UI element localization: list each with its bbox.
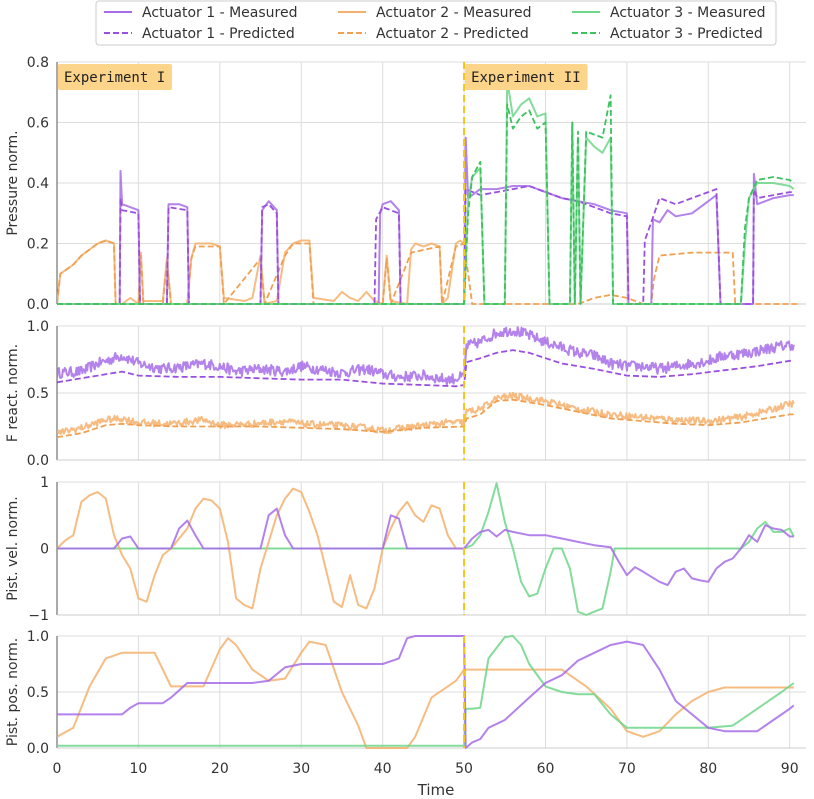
- legend-label: Actuator 3 - Measured: [610, 5, 765, 21]
- series-group: [57, 79, 798, 305]
- series-line: [57, 482, 795, 616]
- annotation-label: Experiment I: [64, 70, 165, 86]
- series-line: [57, 635, 795, 749]
- x-tick-label: 40: [374, 761, 392, 777]
- annotation-layer: Experiment I Experiment II: [58, 64, 588, 90]
- panels: 0.0 0.2 0.4 0.6 0.8 Pressure norm. 0.0 0.5 1.0 F …: [5, 55, 806, 757]
- legend: Actuator 1 - Measured Actuator 2 - Measur…: [95, 0, 777, 46]
- legend-label: Actuator 2 - Predicted: [376, 26, 529, 42]
- x-axis-label: Time: [417, 781, 455, 799]
- x-tick-label: 30: [292, 761, 310, 777]
- annotation-label: Experiment II: [471, 70, 581, 86]
- y-axis-label: Pressure norm.: [5, 130, 21, 235]
- series-line: [57, 398, 794, 439]
- y-axis-label: F react. norm.: [5, 344, 21, 442]
- series-line: [57, 136, 794, 305]
- series-line: [57, 635, 795, 747]
- legend-label: Actuator 1 - Predicted: [142, 26, 295, 42]
- panel-3: −1 0 1 Pist. vel. norm.: [5, 475, 806, 624]
- y-tick-label: 0.5: [27, 386, 49, 402]
- series-line: [57, 507, 794, 587]
- series-line: [57, 326, 795, 386]
- y-tick-label: 0.0: [27, 741, 49, 757]
- x-tick-label: 60: [537, 761, 555, 777]
- x-tick-label: 20: [211, 761, 229, 777]
- panel-1: 0.0 0.2 0.4 0.6 0.8 Pressure norm.: [5, 55, 806, 313]
- y-tick-label: 0: [40, 542, 49, 558]
- series-line: [57, 239, 465, 305]
- panel-2: 0.0 0.5 1.0 F react. norm.: [5, 319, 806, 469]
- series-line: [57, 185, 794, 305]
- y-tick-label: −1: [28, 608, 49, 624]
- legend-frame: [95, 0, 777, 46]
- legend-label: Actuator 2 - Measured: [376, 5, 531, 21]
- y-tick-label: 1.0: [27, 319, 49, 335]
- annotation-box: [465, 64, 588, 90]
- series-group: [57, 482, 795, 616]
- series-line: [57, 391, 795, 435]
- y-tick-label: 1: [40, 475, 49, 491]
- y-tick-label: 0.6: [27, 116, 49, 132]
- y-axis-label: Pist. vel. norm.: [5, 496, 21, 600]
- x-tick-label: 80: [699, 761, 717, 777]
- y-tick-label: 0.2: [27, 237, 49, 253]
- legend-label: Actuator 1 - Measured: [142, 5, 297, 21]
- y-tick-label: 0.4: [27, 176, 49, 192]
- y-tick-label: 0.8: [27, 55, 49, 71]
- series-group: [57, 635, 795, 749]
- legend-label: Actuator 3 - Predicted: [610, 26, 763, 42]
- panel-4: 0.0 0.5 1.0 Pist. pos. norm.: [5, 629, 806, 757]
- y-tick-label: 0.0: [27, 453, 49, 469]
- x-tick-label: 50: [455, 761, 473, 777]
- y-tick-label: 0.5: [27, 685, 49, 701]
- y-tick-label: 1.0: [27, 629, 49, 645]
- x-tick-label: 0: [53, 761, 62, 777]
- x-tick-label: 90: [781, 761, 799, 777]
- y-axis-label: Pist. pos. norm.: [5, 638, 21, 746]
- x-tick-label: 10: [129, 761, 147, 777]
- series-line: [57, 94, 795, 305]
- series-group: [57, 326, 795, 439]
- y-tick-label: 0.0: [27, 297, 49, 313]
- x-axis: 0 10 20 30 40 50 60 70 80 90 Time: [53, 761, 799, 799]
- x-tick-label: 70: [618, 761, 636, 777]
- series-line: [57, 637, 794, 749]
- annotation-box: [58, 64, 172, 90]
